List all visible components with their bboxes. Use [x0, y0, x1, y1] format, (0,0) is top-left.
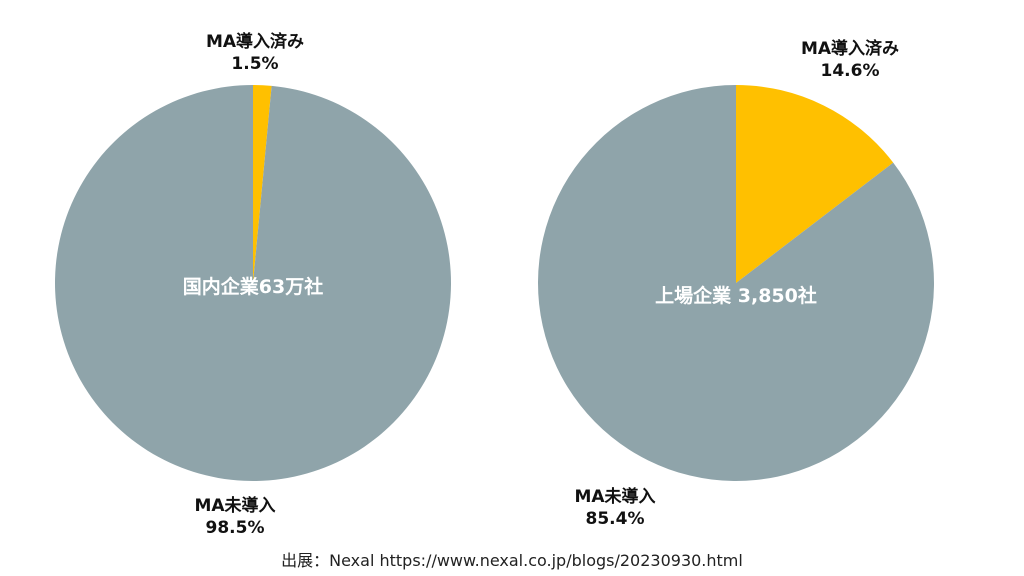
- right-pie-slice-not-adopted: [537, 85, 934, 481]
- source-citation: 出展：Nexal https://www.nexal.co.jp/blogs/2…: [281, 551, 743, 570]
- left-adopted-label: MA導入済み 1.5%: [190, 31, 320, 75]
- left-not-adopted-label: MA未導入 98.5%: [170, 495, 300, 539]
- left-not-adopted-name: MA未導入: [194, 496, 276, 516]
- right-not-adopted-label: MA未導入 85.4%: [550, 486, 680, 530]
- right-adopted-value: 14.6%: [820, 61, 880, 81]
- left-pie-slice-not-adopted: [55, 85, 452, 481]
- left-not-adopted-value: 98.5%: [205, 518, 265, 538]
- left-pie-slice-adopted: [253, 85, 272, 283]
- right-not-adopted-value: 85.4%: [585, 509, 645, 529]
- right-pie-slice-adopted: [736, 85, 894, 283]
- left-center-label: 国内企業63万社: [182, 276, 324, 298]
- left-adopted-value: 1.5%: [231, 54, 279, 74]
- right-not-adopted-name: MA未導入: [574, 487, 656, 507]
- right-adopted-label: MA導入済み 14.6%: [780, 38, 920, 82]
- right-adopted-name: MA導入済み: [800, 39, 900, 59]
- right-center-label: 上場企業 3,850社: [655, 285, 817, 307]
- left-adopted-name: MA導入済み: [205, 32, 305, 52]
